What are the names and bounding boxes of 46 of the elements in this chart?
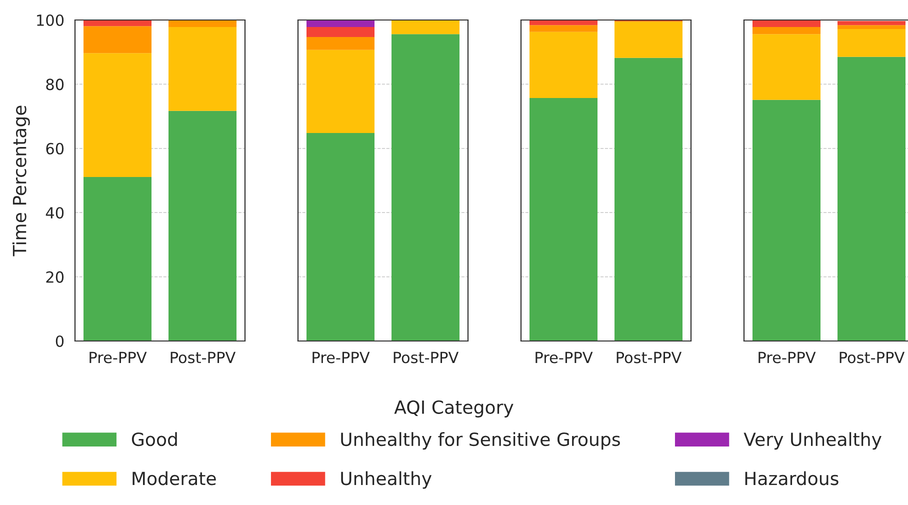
bar bbox=[752, 27, 820, 34]
bar bbox=[392, 20, 460, 34]
y-tick-label: 60 bbox=[46, 142, 64, 154]
x-tick-label: Pre-PPV bbox=[758, 352, 816, 364]
y-tick-label: 100 bbox=[37, 14, 64, 26]
x-tick-label: Pre-PPV bbox=[536, 352, 593, 364]
legend-label: Moderate bbox=[132, 471, 216, 486]
legend-label: Very Unhealthy bbox=[744, 432, 882, 450]
x-tick-label: Post-PPV bbox=[616, 352, 682, 364]
bar bbox=[752, 100, 820, 341]
bar bbox=[84, 176, 152, 341]
legend-label: Unhealthy bbox=[341, 471, 432, 489]
bar bbox=[306, 132, 374, 341]
y-tick-label: 20 bbox=[46, 271, 64, 283]
x-tick-label: Pre-PPV bbox=[90, 352, 147, 364]
bar bbox=[306, 50, 374, 133]
bar bbox=[168, 20, 236, 28]
bar bbox=[306, 20, 374, 28]
legend-label: Unhealthy for Sensitive Groups bbox=[341, 432, 620, 450]
bar bbox=[838, 25, 906, 29]
legend-label: Good bbox=[132, 432, 177, 446]
bar bbox=[84, 53, 152, 177]
bar bbox=[530, 98, 598, 341]
bar bbox=[84, 26, 152, 54]
bar bbox=[838, 20, 906, 26]
bar bbox=[168, 27, 236, 111]
y-tick-label: 80 bbox=[46, 78, 64, 90]
bar bbox=[752, 34, 820, 100]
bar bbox=[530, 32, 598, 98]
legend-label: Hazardous bbox=[745, 471, 838, 486]
x-axis-title: AQI Category bbox=[394, 400, 514, 418]
bar bbox=[168, 110, 236, 341]
bar bbox=[306, 37, 374, 50]
bar bbox=[84, 20, 152, 26]
x-tick-label: Post-PPV bbox=[840, 352, 905, 364]
y-tick-label: 0 bbox=[56, 335, 64, 348]
bar bbox=[530, 25, 598, 32]
bar bbox=[752, 20, 820, 28]
x-tick-label: Post-PPV bbox=[394, 352, 459, 364]
x-tick-label: Pre-PPV bbox=[312, 352, 370, 364]
bar bbox=[614, 22, 682, 58]
y-tick-label: 40 bbox=[46, 207, 64, 219]
y-axis-title: Time Percentage bbox=[12, 106, 30, 256]
bar bbox=[838, 28, 906, 57]
bar bbox=[306, 27, 374, 38]
x-tick-label: Post-PPV bbox=[170, 352, 236, 364]
